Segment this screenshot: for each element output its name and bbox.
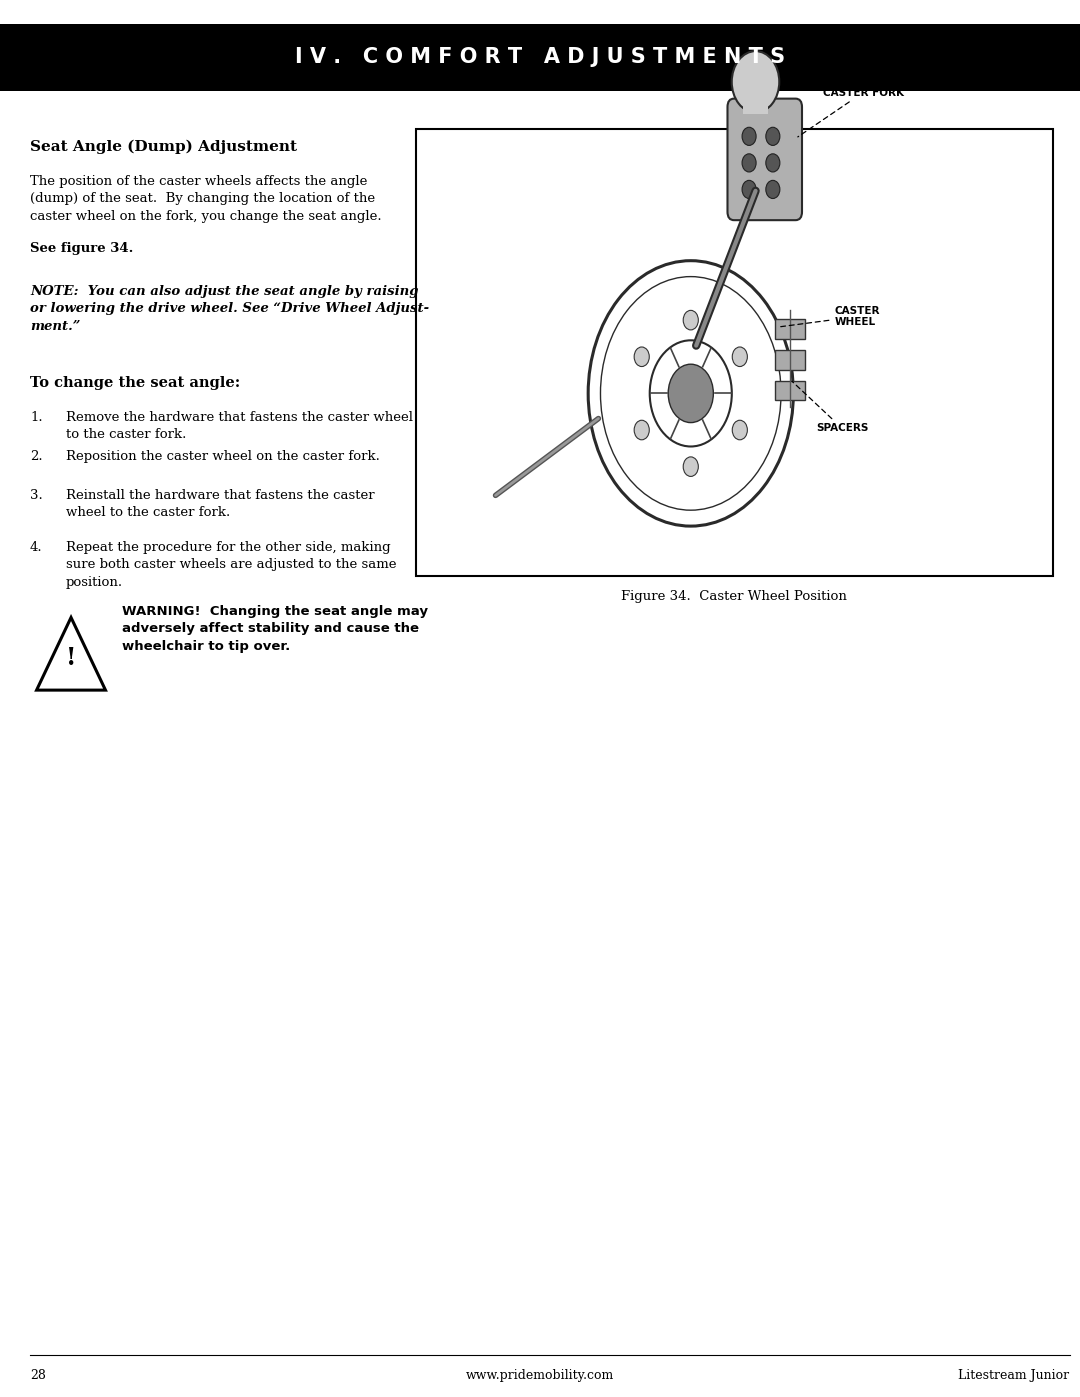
Text: To change the seat angle:: To change the seat angle: — [30, 376, 240, 390]
Circle shape — [684, 457, 699, 476]
Text: Seat Angle (Dump) Adjustment: Seat Angle (Dump) Adjustment — [30, 140, 297, 154]
Text: See figure 34.: See figure 34. — [30, 242, 133, 254]
Text: CASTER FORK: CASTER FORK — [798, 88, 904, 137]
Text: 2.: 2. — [30, 450, 42, 462]
Circle shape — [732, 52, 780, 113]
Text: I V .   C O M F O R T   A D J U S T M E N T S: I V . C O M F O R T A D J U S T M E N T … — [295, 47, 785, 67]
Text: WARNING!  Changing the seat angle may
adversely affect stability and cause the
w: WARNING! Changing the seat angle may adv… — [122, 605, 428, 652]
Circle shape — [742, 127, 756, 145]
Text: CASTER
WHEEL: CASTER WHEEL — [781, 306, 880, 327]
Circle shape — [742, 180, 756, 198]
Circle shape — [732, 420, 747, 440]
Text: Litestream Junior: Litestream Junior — [958, 1369, 1069, 1382]
Circle shape — [684, 310, 699, 330]
Text: SPACERS: SPACERS — [792, 381, 868, 433]
Text: 1.: 1. — [30, 411, 42, 423]
Circle shape — [766, 127, 780, 145]
Text: Figure 34.  Caster Wheel Position: Figure 34. Caster Wheel Position — [621, 590, 848, 602]
FancyBboxPatch shape — [775, 351, 806, 370]
Circle shape — [766, 180, 780, 198]
Circle shape — [742, 154, 756, 172]
Text: 4.: 4. — [30, 541, 42, 553]
Text: Reinstall the hardware that fastens the caster
wheel to the caster fork.: Reinstall the hardware that fastens the … — [66, 489, 375, 520]
Bar — [743, 80, 769, 115]
Circle shape — [766, 154, 780, 172]
Text: NOTE:  You can also adjust the seat angle by raising
or lowering the drive wheel: NOTE: You can also adjust the seat angle… — [30, 285, 429, 332]
Text: Repeat the procedure for the other side, making
sure both caster wheels are adju: Repeat the procedure for the other side,… — [66, 541, 396, 588]
Text: !: ! — [66, 645, 77, 671]
Circle shape — [634, 420, 649, 440]
Text: Reposition the caster wheel on the caster fork.: Reposition the caster wheel on the caste… — [66, 450, 379, 462]
Circle shape — [732, 346, 747, 366]
Text: The position of the caster wheels affects the angle
(dump) of the seat.  By chan: The position of the caster wheels affect… — [30, 175, 381, 240]
Text: www.pridemobility.com: www.pridemobility.com — [465, 1369, 615, 1382]
Bar — [0, 24, 1080, 91]
Bar — [416, 129, 1053, 576]
Text: 3.: 3. — [30, 489, 43, 502]
Circle shape — [634, 346, 649, 366]
FancyBboxPatch shape — [775, 381, 806, 401]
Circle shape — [669, 365, 714, 423]
FancyBboxPatch shape — [728, 99, 802, 221]
FancyBboxPatch shape — [775, 320, 806, 339]
Text: Remove the hardware that fastens the caster wheel
to the caster fork.: Remove the hardware that fastens the cas… — [66, 411, 413, 441]
Text: 28: 28 — [30, 1369, 45, 1382]
